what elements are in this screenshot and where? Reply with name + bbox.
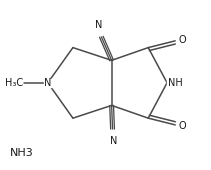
- Text: NH: NH: [168, 78, 183, 88]
- Bar: [176, 37, 185, 45]
- Bar: [176, 121, 185, 129]
- Text: N: N: [95, 20, 103, 30]
- Bar: [111, 131, 119, 139]
- Text: H₃C: H₃C: [5, 78, 23, 88]
- Text: NH3: NH3: [10, 148, 34, 158]
- Text: O: O: [179, 121, 186, 131]
- Text: N: N: [110, 136, 117, 146]
- Bar: [94, 26, 102, 35]
- Bar: [166, 79, 178, 87]
- Bar: [44, 79, 52, 87]
- Text: N: N: [44, 78, 51, 88]
- Text: O: O: [179, 35, 186, 45]
